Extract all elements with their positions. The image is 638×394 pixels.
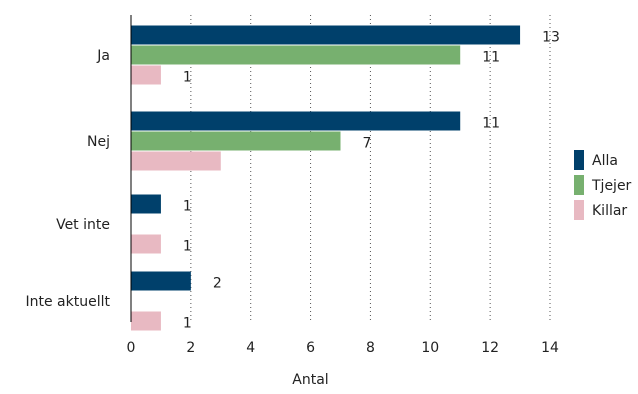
x-tick-labels: 0 2 4 6 8 10 12 14 <box>127 340 559 356</box>
category-label: Vet inte <box>56 217 110 233</box>
data-label: 11 <box>482 116 500 132</box>
bar-killar-0 <box>131 65 161 85</box>
data-label: 11 <box>482 50 500 66</box>
x-tick-label: 6 <box>306 340 315 356</box>
category-labels: Ja Nej Vet inte Inte aktuellt <box>26 48 111 310</box>
data-label: 2 <box>213 276 222 292</box>
legend-label: Alla <box>592 153 618 169</box>
data-label: 1 <box>183 70 192 86</box>
bar-alla-0 <box>131 25 521 45</box>
data-label: 13 <box>542 30 560 46</box>
bar-killar-2 <box>131 234 161 254</box>
legend: Alla Tjejer Killar <box>574 150 632 220</box>
x-tick-label: 2 <box>186 340 195 356</box>
bar-killar-3 <box>131 311 161 331</box>
category-label: Ja <box>96 48 110 64</box>
legend-label: Killar <box>592 203 627 219</box>
x-tick-label: 4 <box>246 340 255 356</box>
legend-swatch-killar <box>574 200 584 220</box>
x-tick-label: 12 <box>481 340 499 356</box>
x-tick-label: 8 <box>366 340 375 356</box>
data-label: 1 <box>183 316 192 332</box>
bar-killar-1 <box>131 151 221 171</box>
legend-swatch-tjejer <box>574 175 584 195</box>
bar-alla-3 <box>131 271 191 291</box>
legend-swatch-alla <box>574 150 584 170</box>
data-label: 1 <box>183 199 192 215</box>
bar-alla-1 <box>131 111 461 131</box>
category-label: Inte aktuellt <box>26 294 111 310</box>
data-label: 1 <box>183 239 192 255</box>
bar-alla-2 <box>131 194 161 214</box>
bars <box>131 25 521 331</box>
legend-label: Tjejer <box>591 178 632 194</box>
bar-tjejer-0 <box>131 45 461 65</box>
category-label: Nej <box>87 134 110 150</box>
x-tick-label: 10 <box>421 340 439 356</box>
x-axis-title: Antal <box>292 372 328 388</box>
x-tick-label: 14 <box>541 340 559 356</box>
data-label: 7 <box>363 136 372 152</box>
x-tick-label: 0 <box>127 340 136 356</box>
bar-tjejer-1 <box>131 131 341 151</box>
